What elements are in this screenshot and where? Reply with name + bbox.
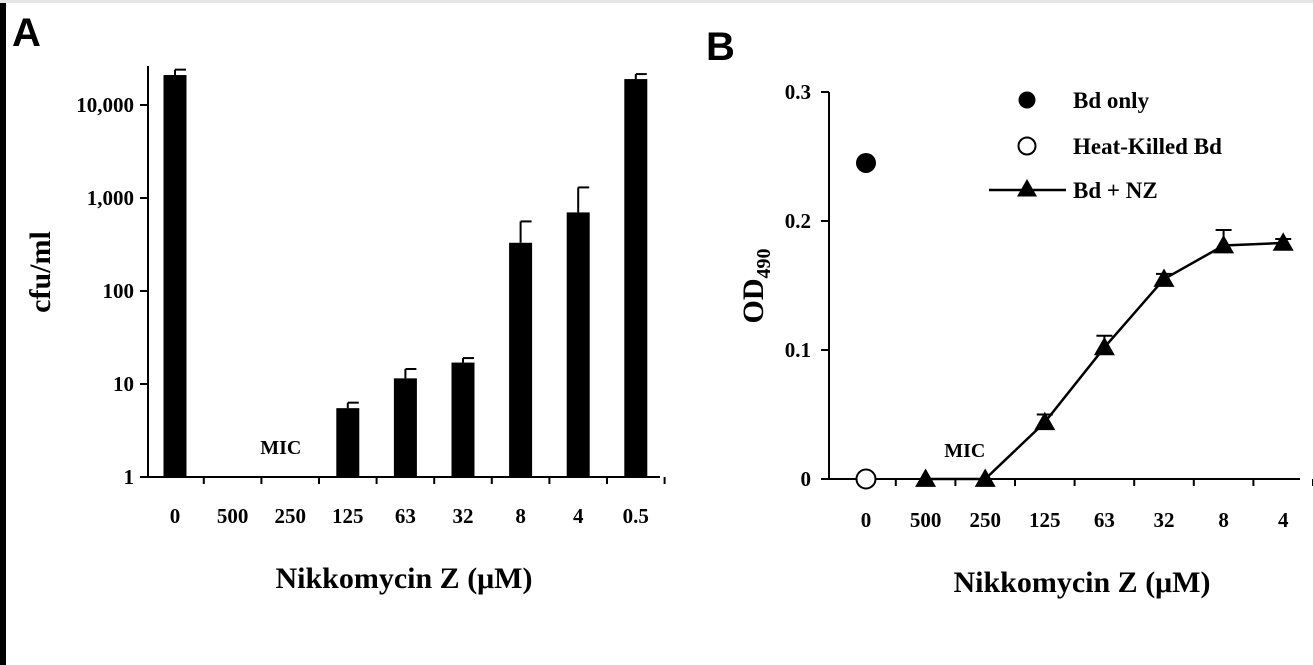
top-border: [0, 0, 1313, 3]
y-tick-label-a: 100: [103, 279, 135, 303]
legend-label-bd-nz: Bd + NZ: [1073, 178, 1158, 203]
y-tick-label-b: 0: [801, 467, 812, 491]
point-bd-nz: [974, 468, 996, 487]
y-tick-label-a: 10: [113, 372, 134, 396]
point-bd-nz: [1034, 411, 1056, 431]
y-axis-title-b: OD490: [737, 249, 775, 324]
x-tick-label-a: 32: [453, 504, 474, 528]
bar: [509, 242, 533, 477]
mic-annotation-a: MIC: [260, 437, 301, 459]
x-tick-label-a: 125: [332, 504, 364, 528]
point-bd-nz: [1153, 268, 1175, 287]
x-tick-label-b: 63: [1094, 508, 1115, 532]
panel-b-label: B: [706, 25, 735, 69]
x-tick-label-a: 8: [515, 504, 526, 528]
y-tick-label-a: 1,000: [87, 186, 134, 210]
point-bd-only: [856, 152, 876, 173]
y-tick-label-b: 0.2: [785, 209, 811, 233]
x-tick-label-b: 250: [969, 508, 1001, 532]
y-tick-label-a: 1: [124, 465, 135, 489]
x-tick-label-b: 32: [1154, 508, 1175, 532]
bar: [163, 75, 187, 478]
point-bd-nz: [1272, 232, 1294, 251]
bar: [451, 362, 475, 477]
legend-label-heat-killed: Heat-Killed Bd: [1073, 134, 1222, 159]
x-tick-label-b: 4: [1278, 508, 1289, 532]
panel-a-label: A: [12, 11, 41, 55]
mic-annotation-b: MIC: [944, 440, 985, 462]
x-tick-label-a: 0: [170, 504, 181, 528]
bar: [336, 408, 360, 477]
y-tick-label-b: 0.3: [785, 80, 811, 104]
x-tick-label-a: 4: [573, 504, 584, 528]
chart-a: 1 10 100 1,000 10,000 0 500 250 125 63 32 8 4 0.5 MIC N…: [24, 66, 666, 595]
legend-marker-heat-killed: [1017, 136, 1037, 156]
x-tick-label-b: 0: [861, 508, 872, 532]
point-bd-nz: [915, 468, 937, 487]
x-tick-label-b: 125: [1029, 508, 1061, 532]
y-tick-label-b: 0.1: [785, 338, 811, 362]
x-tick-label-b: 500: [910, 508, 942, 532]
legend-label-bd-only: Bd only: [1073, 88, 1150, 113]
x-tick-label-a: 500: [217, 504, 249, 528]
legend-marker-bd-only: [1018, 91, 1036, 109]
point-bd-nz: [1093, 336, 1115, 356]
point-bd-nz: [1213, 235, 1235, 254]
legend-marker-bd-nz: [1017, 179, 1037, 197]
x-tick-label-a: 0.5: [623, 504, 649, 528]
y-axis-title-a: cfu/ml: [24, 231, 57, 313]
bar: [624, 79, 648, 477]
x-tick-label-a: 63: [395, 504, 416, 528]
x-axis-title-a: Nikkomycin Z (μM): [275, 562, 532, 595]
left-border: [0, 0, 6, 665]
point-heat-killed: [855, 468, 877, 490]
y-axis-title-b-main: OD: [737, 279, 770, 324]
x-tick-label-b: 8: [1218, 508, 1229, 532]
x-axis-title-b: Nikkomycin Z (μM): [953, 566, 1210, 599]
x-tick-label-a: 250: [274, 504, 306, 528]
y-axis-title-b-subscript: 490: [753, 249, 775, 279]
chart-b: 0 0.1 0.2 0.3 0 500 250 125 63 32 8 4 Bd only Heat-Ki…: [737, 80, 1313, 599]
y-tick-label-a: 10,000: [76, 93, 134, 117]
bar: [393, 378, 417, 477]
bar: [566, 212, 590, 477]
